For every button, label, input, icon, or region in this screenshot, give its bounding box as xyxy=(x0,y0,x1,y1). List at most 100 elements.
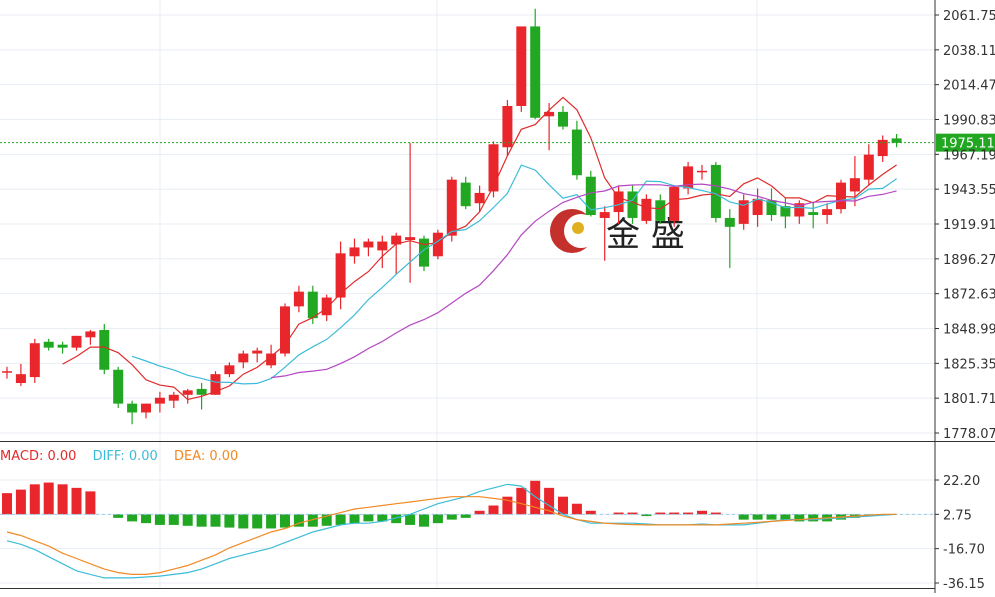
watermark-text: 金 盛 xyxy=(606,215,685,255)
candle-body xyxy=(266,353,277,366)
ma-line-2 xyxy=(131,164,897,385)
price-tick-label: 1778.07 xyxy=(943,427,995,442)
candle-body xyxy=(544,111,555,117)
macd-bar xyxy=(710,512,721,515)
macd-dea-line xyxy=(6,496,897,576)
macd-bar xyxy=(460,514,471,518)
candle-body xyxy=(516,26,527,106)
candle-body xyxy=(613,191,624,213)
macd-bar xyxy=(627,512,638,515)
candle-body xyxy=(321,297,332,316)
macd-bar xyxy=(238,514,249,529)
macd-diff-line xyxy=(6,483,897,579)
candle-body xyxy=(85,331,96,338)
macd-bar xyxy=(766,514,777,520)
macd-bar xyxy=(168,514,179,525)
price-tick-label: 1943.55 xyxy=(943,183,995,198)
candle-body xyxy=(154,397,165,404)
candle-body xyxy=(210,374,221,395)
macd-bar xyxy=(738,514,749,520)
candle-body xyxy=(57,344,68,348)
candle-body xyxy=(794,203,805,217)
macd-bar xyxy=(488,505,499,515)
candle-body xyxy=(335,253,346,298)
macd-bar xyxy=(43,482,54,515)
macd-bar xyxy=(363,514,374,522)
candle-body xyxy=(405,237,416,241)
candle-body xyxy=(822,209,833,216)
macd-bar xyxy=(349,514,360,524)
macd-bar xyxy=(335,514,346,525)
candle-body xyxy=(863,154,874,180)
macd-bar xyxy=(432,514,443,524)
candle-body xyxy=(571,129,582,176)
macd-bar xyxy=(474,510,485,515)
candle-body xyxy=(224,365,235,375)
macd-bar xyxy=(15,489,26,515)
candle-body xyxy=(293,291,304,307)
candle-body xyxy=(780,206,791,217)
macd-tick-label: 2.75 xyxy=(943,508,972,523)
candle-body xyxy=(168,394,179,401)
macd-bar xyxy=(391,514,402,524)
macd-bar xyxy=(516,487,527,515)
candle-body xyxy=(196,388,207,395)
candle-body xyxy=(655,200,666,221)
candle-body xyxy=(446,179,457,236)
macd-tick-label: -16.70 xyxy=(943,543,985,558)
macd-bar xyxy=(321,514,332,526)
macd-histogram xyxy=(2,480,874,529)
candle-body xyxy=(683,166,694,189)
price-tick-label: 2061.75 xyxy=(943,9,995,24)
macd-bar xyxy=(446,514,457,520)
macd-bar xyxy=(752,514,763,520)
macd-bar xyxy=(224,514,235,528)
macd-bar xyxy=(641,514,652,517)
ma-line-3 xyxy=(271,183,897,379)
macd-bar xyxy=(154,514,165,525)
macd-legend: MACD: 0.00 DIFF: 0.00 DEA: 0.00 xyxy=(0,449,250,464)
candle-body xyxy=(419,238,429,267)
macd-bar xyxy=(613,512,624,515)
candle-body xyxy=(15,374,26,384)
candle-body xyxy=(710,164,721,218)
candle-body xyxy=(836,182,846,210)
candle-body xyxy=(349,247,360,257)
candle-body xyxy=(43,341,54,348)
candle-body xyxy=(460,182,471,207)
candle-body xyxy=(307,291,318,319)
candle-body xyxy=(627,191,638,218)
candle-body xyxy=(738,200,749,224)
watermark-logo: 金 盛 xyxy=(550,209,685,255)
candle-body xyxy=(474,192,485,204)
candle-body xyxy=(585,176,596,216)
candles xyxy=(2,8,902,425)
macd-bar xyxy=(530,480,541,515)
price-tick-label: 1872.63 xyxy=(943,288,995,303)
candle-body xyxy=(238,353,249,363)
candle-body xyxy=(891,138,902,143)
candle-body xyxy=(697,170,707,173)
macd-bar xyxy=(266,514,277,529)
candle-body xyxy=(2,371,12,373)
candle-body xyxy=(363,241,374,248)
macd-legend-macd: MACD: 0.00 xyxy=(0,449,77,464)
price-tick-label: 1967.19 xyxy=(943,148,995,163)
price-tick-label: 1825.35 xyxy=(943,357,995,372)
candle-body xyxy=(127,403,138,413)
macd-tick-label: 22.20 xyxy=(943,474,980,489)
candle-body xyxy=(877,139,888,157)
logo-dot xyxy=(572,222,584,234)
macd-bar xyxy=(196,514,207,527)
macd-bar xyxy=(808,514,819,522)
candle-body xyxy=(641,198,652,221)
macd-legend-dea: DEA: 0.00 xyxy=(173,449,239,464)
macd-bar xyxy=(182,514,193,526)
candle-body xyxy=(849,178,860,192)
candle-body xyxy=(29,343,40,378)
macd-bar xyxy=(683,512,694,515)
macd-bar xyxy=(377,514,388,522)
last-price-label: 1975.11 xyxy=(941,137,995,152)
price-tick-label: 1990.83 xyxy=(943,114,995,129)
